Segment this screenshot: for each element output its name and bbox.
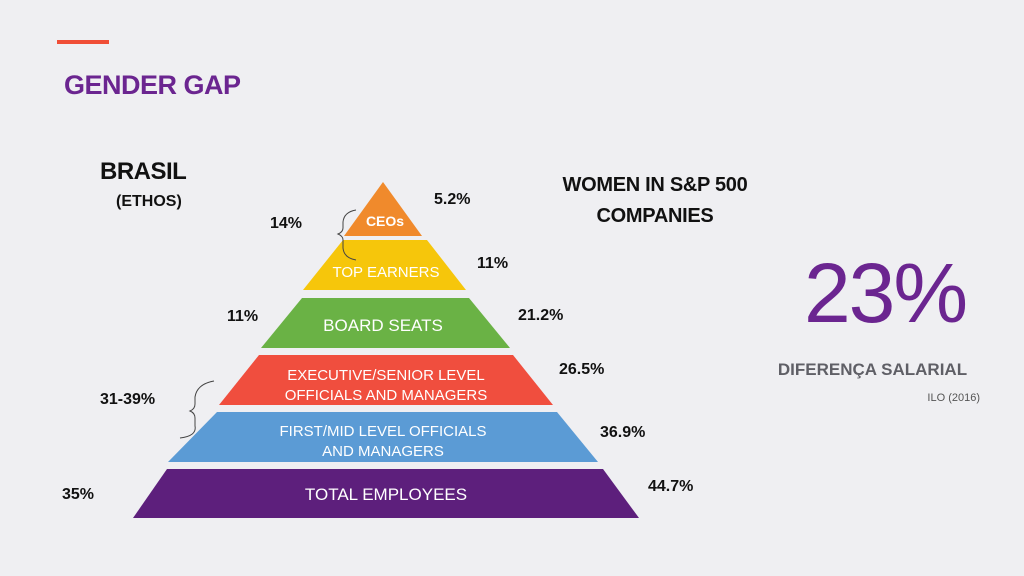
pyramid-level-ceos <box>344 182 422 236</box>
pyramid-level-total <box>133 469 639 518</box>
salary-gap-value: 23% <box>803 246 968 340</box>
pyramid-level-exec <box>219 355 553 405</box>
pyramid-label-top-earners: TOP EARNERS <box>333 264 440 281</box>
brace-ceo-top <box>336 209 357 261</box>
pyramid-label-total: TOTAL EMPLOYEES <box>305 485 467 504</box>
salary-gap-label: DIFERENÇA SALARIAL <box>777 360 968 379</box>
brasil-total-value: 35% <box>62 486 95 503</box>
sp500-mid-value: 36.9% <box>600 424 646 441</box>
brasil-board-value: 11% <box>227 308 259 325</box>
pyramid-level-board <box>261 298 510 348</box>
page-title: GENDER GAP <box>64 70 241 100</box>
salary-gap-source: ILO (2016) <box>927 392 980 404</box>
pyramid-level-mid <box>168 412 598 462</box>
brasil-heading: BRASIL <box>100 158 187 185</box>
pyramid-label-ceos: CEOs <box>366 213 404 229</box>
brasil-ceo-top-value: 14% <box>270 215 303 232</box>
sp500-heading-line2: COMPANIES <box>596 205 714 227</box>
pyramid-label-exec-line2: OFFICIALS AND MANAGERS <box>285 387 488 404</box>
brace-exec-mid <box>179 380 215 439</box>
sp500-exec-value: 26.5% <box>559 361 605 378</box>
sp500-heading-line1: WOMEN IN S&P 500 <box>562 174 748 196</box>
sp500-ceos-value: 5.2% <box>434 191 471 208</box>
pyramid-label-exec-line1: EXECUTIVE/SENIOR LEVEL <box>287 367 485 384</box>
pyramid-label-mid-line1: FIRST/MID LEVEL OFFICIALS <box>280 423 487 440</box>
brasil-source: (ETHOS) <box>116 193 182 210</box>
sp500-total-value: 44.7% <box>648 478 694 495</box>
sp500-board-value: 21.2% <box>518 307 564 324</box>
brasil-exec-mid-value: 31-39% <box>100 391 156 408</box>
sp500-top-earners-value: 11% <box>477 255 509 272</box>
title-accent-bar <box>57 40 109 44</box>
pyramid-label-mid-line2: AND MANAGERS <box>322 443 444 460</box>
pyramid-label-board: BOARD SEATS <box>323 316 443 335</box>
sp500-heading: WOMEN IN S&P 500 COMPANIES <box>520 170 790 232</box>
